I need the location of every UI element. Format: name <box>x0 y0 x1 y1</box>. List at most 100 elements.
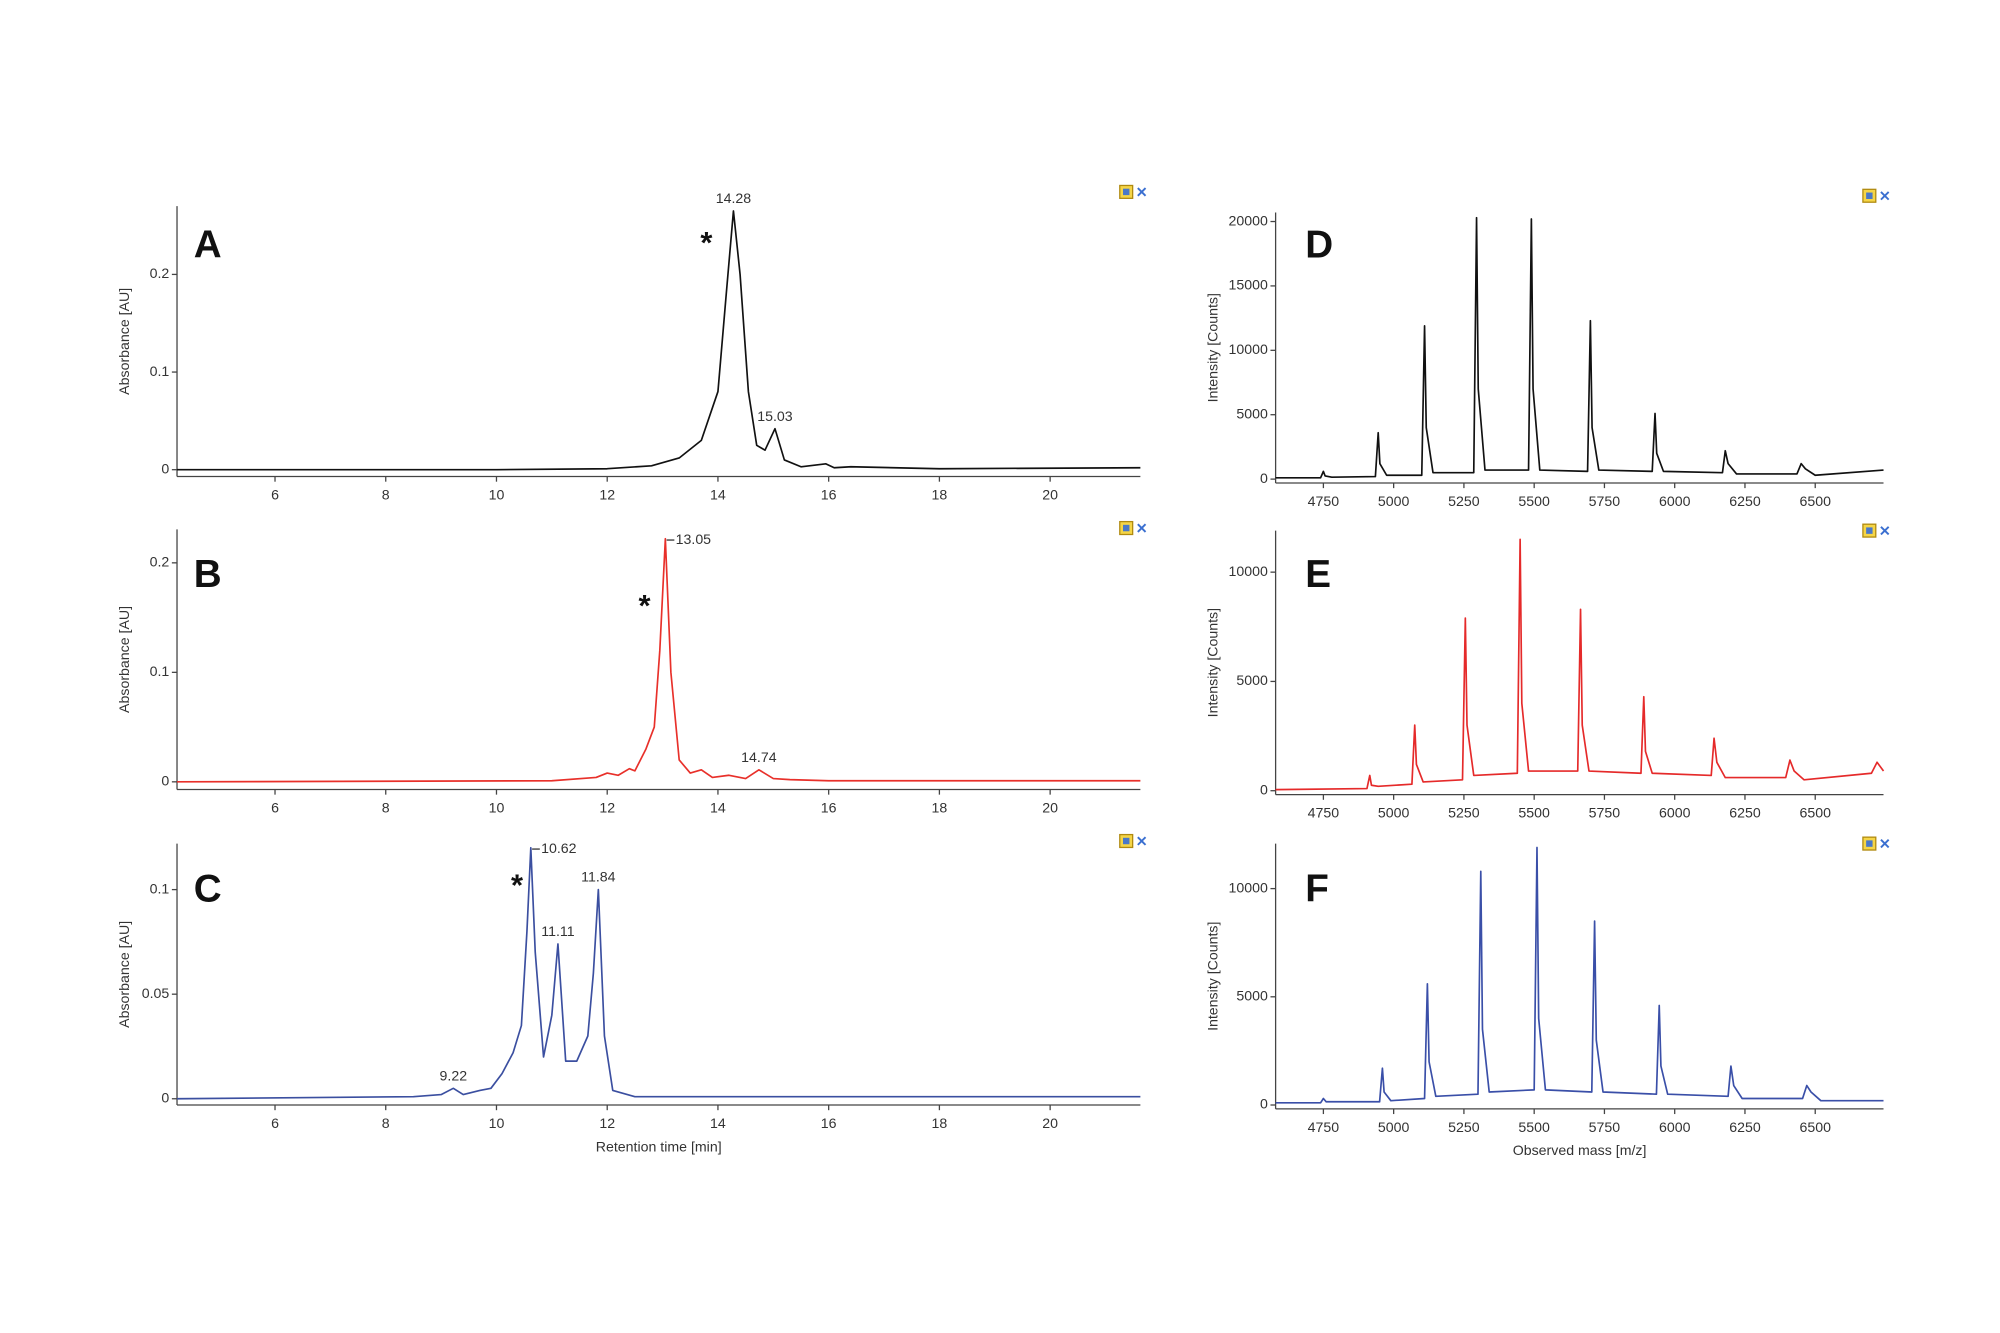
x-tick-label: 12 <box>599 801 615 817</box>
close-icon <box>1880 191 1890 201</box>
x-tick-label: 18 <box>932 1116 948 1132</box>
y-tick-label: 15000 <box>1229 278 1268 294</box>
x-tick-label: 10 <box>489 801 505 817</box>
y-axis-label: Intensity [Counts] <box>1206 922 1222 1031</box>
panel: 4750 5000 5250 5500 5750 6000 6250 6500 0 5000 100… <box>1206 188 1890 510</box>
y-tick-label: 10000 <box>1229 342 1268 358</box>
x-axis-label: Observed mass [m/z] <box>1513 1143 1647 1159</box>
x-tick-label: 14 <box>710 801 726 817</box>
y-tick-label: 5000 <box>1236 406 1268 422</box>
x-tick-label: 20 <box>1042 801 1058 817</box>
peak-label: 11.11 <box>541 924 574 940</box>
y-tick-label: 0.1 <box>150 364 170 380</box>
x-tick-label: 16 <box>821 1116 837 1132</box>
peak-label: 11.84 <box>581 870 616 886</box>
panel-label: C <box>194 867 222 910</box>
x-tick-label: 5250 <box>1448 1120 1480 1136</box>
x-tick-label: 6250 <box>1729 494 1761 510</box>
x-tick-label: 5000 <box>1378 494 1410 510</box>
x-tick-label: 6000 <box>1659 494 1691 510</box>
panel-label: E <box>1305 553 1331 596</box>
panel-label: D <box>1305 223 1333 266</box>
y-tick-label: 0.05 <box>142 986 170 1002</box>
y-tick-label: 0.2 <box>150 555 170 571</box>
panel: 4750 5000 5250 5500 5750 6000 6250 6500 0 5000 100… <box>1206 523 1890 822</box>
peak-label: 9.22 <box>440 1068 468 1084</box>
x-tick-label: 10 <box>489 488 505 504</box>
x-tick-label: 6500 <box>1799 806 1831 822</box>
pin-icon-inner <box>1866 192 1873 199</box>
peak-marker: * <box>639 588 651 623</box>
y-tick-label: 20000 <box>1229 213 1268 229</box>
panel: 6 8 10 12 14 16 18 20 0 0.05 0.1 C * Absorbance [AU] R… <box>117 833 1147 1155</box>
x-tick-label: 4750 <box>1308 1120 1340 1136</box>
x-tick-label: 5500 <box>1518 494 1550 510</box>
x-tick-label: 14 <box>710 1116 726 1132</box>
panel: 6 8 10 12 14 16 18 20 0 0.1 0.2 A * Absorbance [AU] 14… <box>117 184 1147 504</box>
x-tick-label: 4750 <box>1308 806 1340 822</box>
y-tick-label: 0 <box>161 461 169 477</box>
x-tick-label: 6 <box>271 1116 279 1132</box>
x-tick-label: 6250 <box>1729 1120 1761 1136</box>
y-tick-label: 0 <box>161 774 169 790</box>
panel: 4750 5000 5250 5500 5750 6000 6250 6500 0 5000 100… <box>1206 836 1890 1159</box>
y-axis-label: Absorbance [AU] <box>117 606 133 713</box>
x-tick-label: 5250 <box>1448 806 1480 822</box>
x-tick-label: 5000 <box>1378 1120 1410 1136</box>
x-tick-label: 16 <box>821 488 837 504</box>
peak-label: 13.05 <box>676 532 712 548</box>
y-axis-label: Absorbance [AU] <box>117 921 133 1028</box>
pin-icon-inner <box>1866 840 1873 847</box>
trace <box>1275 538 1885 791</box>
x-tick-label: 5500 <box>1518 806 1550 822</box>
pin-icon-inner <box>1122 524 1130 532</box>
y-tick-label: 0 <box>1260 1097 1268 1113</box>
y-tick-label: 0.1 <box>150 881 170 897</box>
x-tick-label: 6 <box>271 801 279 817</box>
x-tick-label: 6 <box>271 488 279 504</box>
y-tick-label: 0 <box>161 1090 169 1106</box>
peak-marker: * <box>511 868 523 903</box>
y-axis-label: Intensity [Counts] <box>1206 293 1222 402</box>
close-icon <box>1137 523 1147 533</box>
trace <box>1275 216 1884 479</box>
x-tick-label: 6500 <box>1799 494 1831 510</box>
x-tick-label: 16 <box>821 801 837 817</box>
pin-icon-inner <box>1866 527 1873 534</box>
trace <box>1275 846 1884 1104</box>
x-tick-label: 6500 <box>1799 1120 1831 1136</box>
y-tick-label: 0 <box>1260 782 1268 798</box>
trace <box>177 210 1141 471</box>
panel-label: B <box>194 553 222 596</box>
x-tick-label: 5500 <box>1518 1120 1550 1136</box>
y-axis-label: Intensity [Counts] <box>1206 608 1222 717</box>
y-tick-label: 0.2 <box>150 266 170 282</box>
panel-label: F <box>1305 867 1329 910</box>
x-tick-label: 18 <box>932 488 948 504</box>
x-tick-label: 12 <box>599 488 615 504</box>
close-icon <box>1137 187 1147 197</box>
y-tick-label: 5000 <box>1236 673 1268 689</box>
peak-label: 14.28 <box>716 191 752 207</box>
x-tick-label: 20 <box>1042 488 1058 504</box>
x-tick-label: 5750 <box>1589 806 1621 822</box>
close-icon <box>1137 836 1147 846</box>
trace <box>177 846 1141 1100</box>
x-tick-label: 5750 <box>1589 1120 1621 1136</box>
peak-label: 15.03 <box>757 409 793 425</box>
y-tick-label: 0 <box>1260 471 1268 487</box>
x-tick-label: 6000 <box>1659 1120 1691 1136</box>
y-tick-label: 10000 <box>1229 880 1268 896</box>
x-tick-label: 6250 <box>1729 806 1761 822</box>
x-tick-label: 8 <box>382 1116 390 1132</box>
y-tick-label: 0.1 <box>150 664 170 680</box>
pin-icon-inner <box>1122 837 1130 845</box>
panel: 6 8 10 12 14 16 18 20 0 0.1 0.2 B * Absorbance [AU] 13… <box>117 520 1147 817</box>
trace <box>177 537 1141 783</box>
x-tick-label: 10 <box>489 1116 505 1132</box>
x-tick-label: 12 <box>599 1116 615 1132</box>
x-axis-label: Retention time [min] <box>596 1139 722 1155</box>
y-tick-label: 10000 <box>1229 564 1268 580</box>
